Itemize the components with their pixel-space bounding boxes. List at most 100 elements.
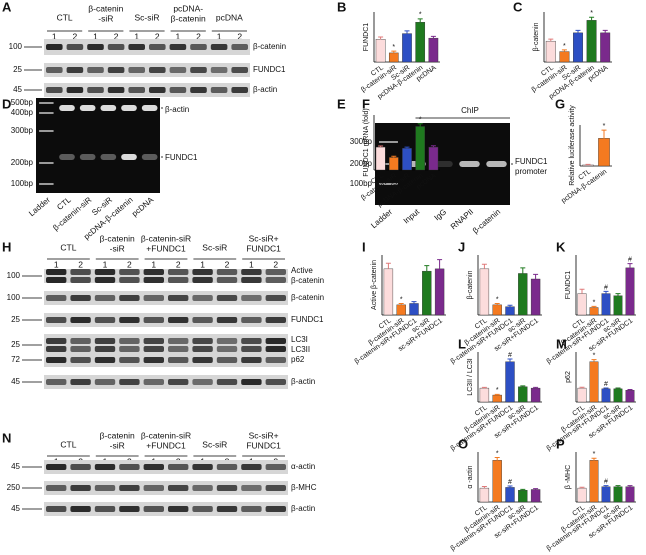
bar [601, 293, 611, 316]
group-label: β-catenin [100, 233, 135, 243]
error-bar [507, 485, 513, 488]
error-bar [430, 35, 436, 39]
error-bar [561, 49, 567, 52]
ladder-band [39, 130, 54, 132]
error-bar [520, 267, 526, 274]
blot-band [168, 269, 189, 275]
mw-marker: 100 [7, 271, 21, 280]
error-bar [575, 29, 581, 33]
group-label: Sc-siR [202, 242, 227, 252]
group-label: CTL [60, 439, 76, 449]
blot-band [87, 87, 104, 93]
y-axis-label: p62 [565, 371, 572, 383]
lane-number: 1 [103, 259, 108, 269]
blot-band [119, 338, 140, 344]
lane-number: 2 [78, 259, 83, 269]
blot-band [119, 357, 140, 363]
error-bar [601, 129, 607, 139]
bar [402, 148, 412, 171]
error-bar [579, 486, 585, 489]
lane-label: Input [402, 207, 422, 226]
error-bar [417, 123, 423, 127]
error-bar [391, 50, 397, 53]
error-bar [404, 30, 410, 34]
blot-band [192, 317, 213, 323]
blot-band [119, 379, 140, 385]
error-bar [520, 488, 526, 491]
ladder-band [39, 183, 54, 185]
error-bar [494, 457, 500, 461]
gel-band [100, 105, 117, 111]
error-bar [585, 163, 591, 165]
blot-strip [44, 334, 288, 356]
blot-strip [44, 313, 288, 327]
blot-band [192, 295, 213, 301]
blot-band [46, 357, 67, 363]
bar [577, 487, 587, 503]
band-label: LC3II [291, 345, 310, 354]
gel-band [459, 161, 480, 167]
gel-band [141, 154, 158, 160]
group-label: CTL [60, 242, 76, 252]
panel-letter: G [555, 96, 565, 111]
group-label: pcDNA- [173, 3, 203, 13]
ladder-band [379, 163, 398, 165]
error-bar [603, 290, 609, 294]
bar [388, 157, 399, 171]
band-label: β-actin [291, 504, 315, 513]
blot-band [241, 317, 262, 323]
significance-marker: * [392, 149, 395, 156]
group-label: β-catenin [100, 430, 135, 440]
gel-band [79, 105, 96, 111]
blot-band [241, 485, 262, 491]
blot-strip [44, 63, 250, 77]
blot-band [149, 67, 166, 73]
lane-number: 2 [237, 31, 242, 41]
lane-number: 2 [155, 31, 160, 41]
blot-band [70, 485, 91, 491]
blot-band [107, 67, 125, 73]
bar [613, 388, 623, 403]
blot-band [168, 464, 189, 470]
significance-marker: # [604, 478, 608, 485]
bar [422, 270, 432, 316]
bar [613, 486, 623, 503]
mw-marker: 25 [13, 65, 22, 74]
ladder-band [379, 141, 398, 143]
blot-band [190, 44, 207, 50]
mw-marker: 100 [7, 293, 21, 302]
band-label: β-MHC [291, 483, 317, 492]
band-label: FUNDC1 [165, 153, 198, 162]
bar [479, 387, 490, 403]
lane-number: 1 [54, 259, 59, 269]
blot-band [128, 67, 145, 73]
group-label: Sc-siR [202, 439, 227, 449]
ladder-band [39, 162, 54, 164]
blot-band [87, 44, 104, 50]
blot-band [192, 357, 213, 363]
blot-band [231, 44, 248, 50]
significance-marker: * [593, 451, 596, 458]
blot-band [210, 67, 228, 73]
blot-band [70, 277, 91, 283]
lane-number: 1 [176, 31, 181, 41]
blot-band [265, 379, 286, 385]
size-marker: 200bp [11, 158, 34, 167]
blot-band [265, 346, 286, 352]
blot-band [46, 346, 67, 352]
error-bar [507, 304, 513, 307]
group-label: FUNDC1 [246, 440, 281, 450]
gel-band [79, 154, 96, 160]
bar [383, 268, 394, 316]
blot-band [70, 317, 91, 323]
band-label: LC3I [291, 335, 308, 344]
gel-band [100, 154, 117, 160]
blot-band [192, 485, 213, 491]
lane-number: 2 [73, 31, 78, 41]
blot-band [168, 295, 189, 301]
bar [518, 489, 528, 503]
panel-letter: J [458, 239, 465, 254]
bar [415, 22, 426, 63]
blot-band [149, 44, 166, 50]
